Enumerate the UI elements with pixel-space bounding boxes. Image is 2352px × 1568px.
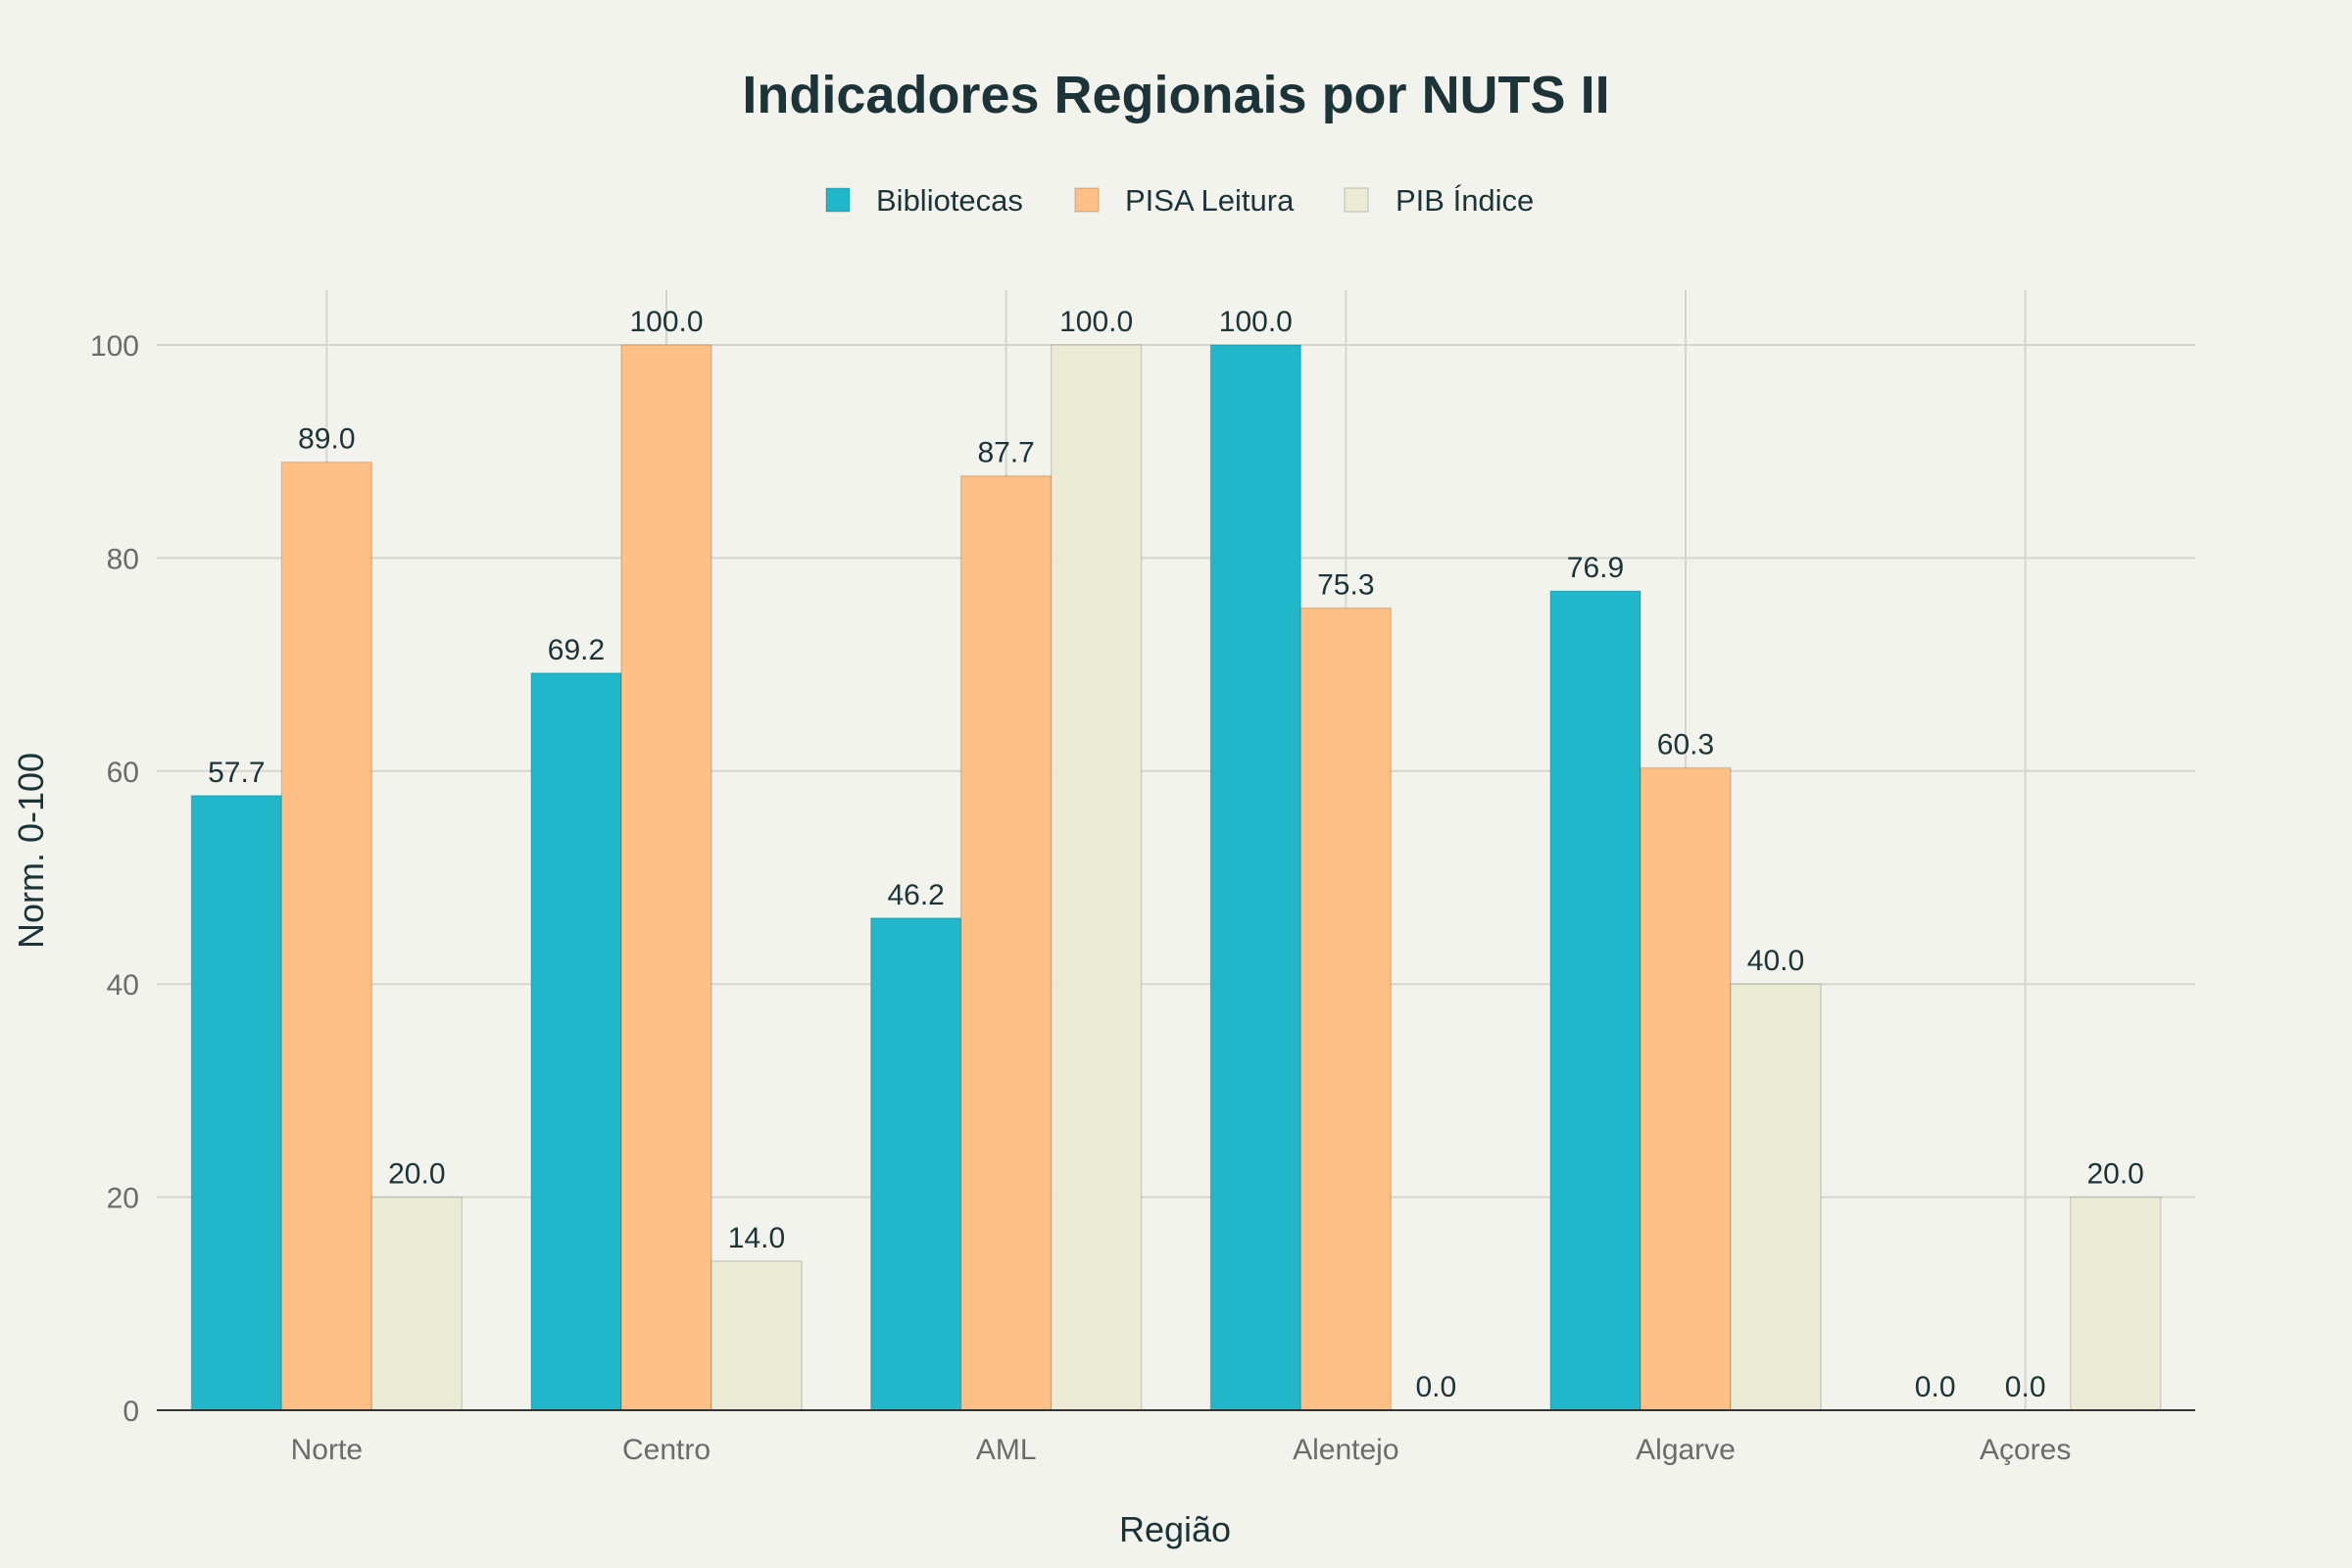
data-label-pisa-leitura: 100.0 xyxy=(629,306,703,338)
legend-swatch-pisa-leitura xyxy=(1074,187,1100,213)
legend-swatch-bibliotecas xyxy=(825,187,851,213)
bar-bibliotecas xyxy=(1209,344,1302,1411)
bar-bibliotecas xyxy=(1549,590,1642,1411)
data-label-pib-indice: 20.0 xyxy=(388,1158,445,1191)
x-tick-label: Norte xyxy=(291,1434,363,1466)
y-tick-label: 0 xyxy=(122,1396,139,1428)
legend-swatch-pib-indice xyxy=(1344,187,1369,213)
x-tick-label: Açores xyxy=(1980,1434,2071,1466)
bars xyxy=(190,344,2162,1411)
bar-bibliotecas xyxy=(530,672,622,1411)
x-tick-label: Alentejo xyxy=(1293,1434,1398,1466)
bar-pib-indice xyxy=(370,1196,464,1411)
bar-pisa-leitura xyxy=(1299,607,1393,1411)
bar-pib-indice xyxy=(2069,1196,2162,1411)
data-label-pisa-leitura: 87.7 xyxy=(977,437,1034,469)
data-label-bibliotecas: 76.9 xyxy=(1567,552,1624,584)
data-label-pib-indice: 40.0 xyxy=(1747,945,1804,977)
legend-label-bibliotecas: Bibliotecas xyxy=(876,183,1023,218)
legend: Bibliotecas PISA Leitura PIB Índice xyxy=(825,183,1534,218)
data-label-bibliotecas: 100.0 xyxy=(1219,306,1293,338)
data-label-bibliotecas: 57.7 xyxy=(208,757,265,789)
x-axis-title: Região xyxy=(1119,1509,1231,1549)
y-tick-label: 80 xyxy=(107,543,139,575)
bar-pib-indice xyxy=(1730,983,1822,1411)
data-label-bibliotecas: 69.2 xyxy=(548,634,605,666)
data-labels: 57.7 69.2 46.2 100.0 76.9 0.0 89.0 100.0 87.7 75.… xyxy=(208,306,2144,1403)
axes: 0 20 40 60 80 100 Norte Centro AML Alentejo Algarv… xyxy=(90,330,2195,1466)
bar-bibliotecas xyxy=(190,795,283,1411)
data-label-pisa-leitura: 75.3 xyxy=(1317,568,1374,601)
y-axis-title: Norm. 0-100 xyxy=(11,753,51,949)
data-label-bibliotecas: 0.0 xyxy=(1915,1371,1956,1403)
x-tick-label: Algarve xyxy=(1636,1434,1736,1466)
bar-pisa-leitura xyxy=(959,474,1053,1411)
y-tick-label: 20 xyxy=(107,1183,139,1215)
y-tick-label: 60 xyxy=(107,757,139,789)
data-label-pisa-leitura: 0.0 xyxy=(2005,1371,2046,1403)
chart-title: Indicadores Regionais por NUTS II xyxy=(742,66,1609,124)
data-label-bibliotecas: 46.2 xyxy=(887,879,944,911)
bar-pisa-leitura xyxy=(280,461,373,1411)
x-tick-label: AML xyxy=(976,1434,1037,1466)
data-label-pib-indice: 14.0 xyxy=(728,1222,785,1254)
data-label-pib-indice: 100.0 xyxy=(1059,306,1133,338)
x-tick-label: Centro xyxy=(622,1434,710,1466)
y-tick-label: 100 xyxy=(90,330,139,363)
data-label-pib-indice: 20.0 xyxy=(2086,1158,2143,1191)
bar-bibliotecas xyxy=(869,917,962,1411)
legend-label-pib-indice: PIB Índice xyxy=(1396,183,1534,218)
data-label-pib-indice: 0.0 xyxy=(1415,1371,1456,1403)
bar-pisa-leitura xyxy=(1640,766,1732,1411)
data-label-pisa-leitura: 60.3 xyxy=(1657,729,1714,761)
legend-label-pisa-leitura: PISA Leitura xyxy=(1125,183,1295,218)
bar-pisa-leitura xyxy=(620,344,712,1411)
data-label-pisa-leitura: 89.0 xyxy=(298,423,355,456)
bar-pib-indice xyxy=(710,1260,803,1411)
bar-pib-indice xyxy=(1050,344,1143,1411)
y-tick-label: 40 xyxy=(107,969,139,1002)
